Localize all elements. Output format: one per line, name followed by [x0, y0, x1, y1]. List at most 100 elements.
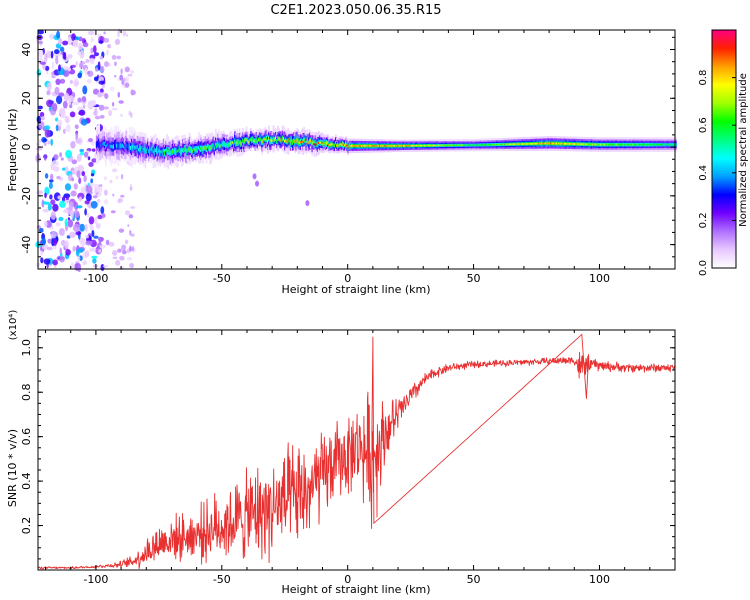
y-tick-label: 0.4	[20, 472, 33, 490]
ridge-cell	[330, 143, 333, 146]
snr-series-line	[37, 351, 676, 570]
ridge-cell	[617, 143, 619, 146]
faint-blob	[114, 61, 117, 66]
ridge-cell	[555, 142, 558, 145]
ridge-cell	[668, 143, 670, 146]
ridge-cell	[143, 147, 146, 151]
ridge-cell	[315, 143, 318, 146]
ridge-cell	[436, 144, 439, 147]
ridge-cell	[654, 143, 657, 146]
noise-blob	[39, 111, 45, 118]
faint-blob	[126, 33, 129, 38]
ridge-cell	[162, 148, 165, 153]
faint-blob	[112, 256, 118, 260]
ridge-cell	[587, 143, 590, 146]
noise-blob	[76, 249, 80, 257]
noise-blob	[81, 96, 87, 103]
ridge-cell	[238, 141, 241, 144]
ridge-cell	[661, 143, 664, 146]
snr-background	[38, 330, 675, 570]
ridge-cell	[206, 144, 209, 148]
noise-blob	[79, 223, 85, 232]
faint-blob	[122, 249, 127, 255]
ridge-cell	[504, 143, 507, 146]
ridge-cell	[348, 145, 351, 147]
ridge-cell	[342, 144, 345, 147]
noise-blob	[69, 80, 73, 84]
ridge-cell	[344, 144, 346, 147]
ridge-cell	[371, 145, 373, 147]
ridge-cell	[478, 144, 481, 146]
noise-blob	[97, 61, 101, 71]
ridge-cell	[370, 145, 372, 147]
noise-blob	[88, 216, 95, 225]
colorbar-axis: 0.0 0.2 0.4 0.6 0.8	[698, 70, 736, 276]
faint-blob	[109, 179, 113, 184]
ridge-cell	[270, 138, 273, 142]
ridge-cell	[323, 141, 326, 144]
ridge-cell	[493, 143, 496, 146]
ridge-cell	[600, 143, 602, 146]
noise-blob	[83, 151, 89, 158]
ridge-cell	[625, 143, 627, 146]
ridge-cell	[131, 145, 133, 149]
x-tick-label: 50	[467, 272, 481, 285]
ridge-cell	[612, 143, 615, 146]
ridge-cell	[448, 144, 451, 147]
noise-blob	[60, 157, 64, 161]
ridge-cell	[524, 143, 526, 145]
ridge-cell	[518, 143, 521, 145]
ridge-cell	[639, 143, 642, 146]
ridge-cell	[279, 138, 282, 142]
noise-blob	[94, 187, 97, 196]
ridge-cell	[380, 145, 383, 147]
noise-blob	[37, 29, 45, 35]
ridge-cell	[497, 143, 499, 146]
ridge-cell	[489, 144, 491, 146]
faint-blob	[128, 214, 134, 219]
noise-blob	[75, 61, 78, 66]
noise-blob	[77, 42, 84, 51]
colorbar-label: Normalized spectral amplitude	[738, 73, 749, 227]
noise-blob	[82, 260, 88, 266]
ridge-cell	[337, 144, 339, 147]
ridge-cell	[149, 149, 151, 153]
ridge-cell	[503, 143, 506, 146]
ridge-cell	[410, 145, 413, 147]
ridge-cell	[264, 138, 267, 141]
noise-blob	[44, 192, 47, 199]
ridge-cell	[363, 145, 366, 147]
noise-blob	[64, 208, 69, 213]
ridge-cell	[119, 143, 122, 149]
ridge-cell	[288, 138, 291, 142]
noise-blob	[91, 158, 97, 163]
noise-blob	[98, 185, 102, 193]
x-tick-label: -100	[83, 272, 108, 285]
ridge-cell	[203, 146, 206, 150]
ridge-cell	[495, 143, 498, 146]
ridge-cell	[324, 143, 327, 145]
ridge-cell	[122, 143, 124, 148]
noise-blob	[56, 175, 61, 180]
noise-blob	[59, 152, 62, 158]
noise-blob	[53, 238, 58, 246]
ridge-cell	[210, 146, 213, 150]
noise-blob	[62, 51, 66, 60]
ridge-cell	[609, 143, 611, 146]
noise-blob	[55, 222, 61, 227]
ridge-cell	[125, 142, 128, 147]
ridge-cell	[669, 143, 671, 146]
ridge-cell	[450, 144, 453, 147]
noise-blob	[47, 140, 51, 145]
noise-blob	[71, 210, 74, 219]
ridge-cell	[345, 142, 347, 145]
ridge-cell	[328, 144, 330, 147]
ridge-cell	[648, 143, 651, 146]
ridge-cell	[204, 146, 207, 150]
noise-blob	[88, 162, 94, 167]
noise-blob	[71, 159, 78, 165]
noise-blob	[84, 67, 88, 76]
noise-blob	[93, 235, 99, 239]
noise-blob	[40, 257, 44, 264]
noise-blob	[69, 231, 76, 238]
